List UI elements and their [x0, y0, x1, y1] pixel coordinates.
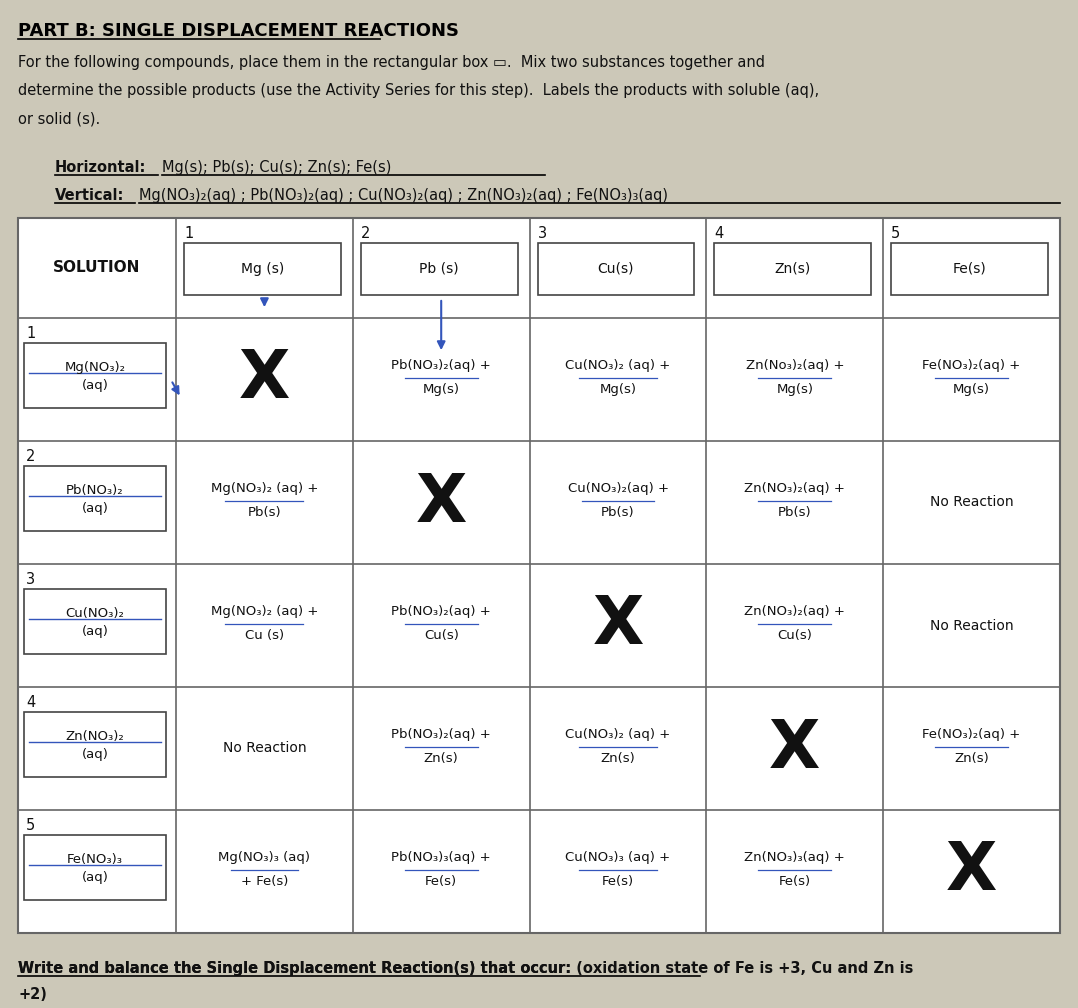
Text: Zn(NO₃)₃(aq) +: Zn(NO₃)₃(aq) +	[745, 851, 845, 864]
Text: Zn(NO₃)₂(aq) +: Zn(NO₃)₂(aq) +	[745, 482, 845, 495]
Text: Mg (s): Mg (s)	[240, 262, 284, 276]
Text: (aq): (aq)	[82, 871, 109, 884]
Text: Cu(s): Cu(s)	[777, 629, 812, 642]
Text: (aq): (aq)	[82, 748, 109, 761]
Bar	[538, 243, 694, 295]
Text: Mg(NO₃)₂: Mg(NO₃)₂	[65, 361, 125, 374]
Text: Fe(s): Fe(s)	[778, 875, 811, 888]
Text: Write and balance the Single Displacement Reaction(s) that occur:: Write and balance the Single Displacemen…	[18, 961, 571, 976]
Text: No Reaction: No Reaction	[222, 742, 306, 756]
Text: Mg(s): Mg(s)	[953, 383, 990, 396]
Text: X: X	[945, 839, 997, 904]
Text: Cu(NO₃)₂ (aq) +: Cu(NO₃)₂ (aq) +	[565, 359, 671, 372]
Text: Pb(NO₃)₂: Pb(NO₃)₂	[66, 484, 124, 497]
Text: Cu(NO₃)₂: Cu(NO₃)₂	[66, 607, 124, 620]
Text: 3: 3	[538, 226, 547, 241]
Text: Mg(NO₃)₃ (aq): Mg(NO₃)₃ (aq)	[219, 851, 310, 864]
Text: For the following compounds, place them in the rectangular box ▭.  Mix two subst: For the following compounds, place them …	[18, 55, 765, 70]
Bar	[24, 343, 166, 408]
Text: X: X	[769, 716, 820, 781]
Text: Pb (s): Pb (s)	[419, 262, 459, 276]
Text: Mg(NO₃)₂(aq) ; Pb(NO₃)₂(aq) ; Cu(NO₃)₂(aq) ; Zn(NO₃)₂(aq) ; Fe(NO₃)₃(aq): Mg(NO₃)₂(aq) ; Pb(NO₃)₂(aq) ; Cu(NO₃)₂(a…	[139, 188, 668, 203]
Text: 1: 1	[184, 226, 193, 241]
Text: Zn(No₃)₂(aq) +: Zn(No₃)₂(aq) +	[746, 359, 844, 372]
Text: 5: 5	[26, 818, 36, 833]
Text: Pb(NO₃)₂(aq) +: Pb(NO₃)₂(aq) +	[391, 359, 492, 372]
Text: Pb(s): Pb(s)	[248, 506, 281, 519]
Text: Zn(s): Zn(s)	[954, 752, 989, 765]
Text: 2: 2	[26, 449, 36, 464]
Text: Pb(s): Pb(s)	[778, 506, 812, 519]
Text: Fe(NO₃)₂(aq) +: Fe(NO₃)₂(aq) +	[923, 728, 1021, 741]
Text: Fe(s): Fe(s)	[953, 262, 986, 276]
Text: 5: 5	[892, 226, 900, 241]
Text: 1: 1	[26, 326, 36, 341]
Text: Pb(s): Pb(s)	[602, 506, 635, 519]
Text: Pb(NO₃)₂(aq) +: Pb(NO₃)₂(aq) +	[391, 605, 492, 618]
Text: (aq): (aq)	[82, 379, 109, 392]
Bar	[184, 243, 341, 295]
Text: Cu(NO₃)₂ (aq) +: Cu(NO₃)₂ (aq) +	[565, 728, 671, 741]
Text: Mg(NO₃)₂ (aq) +: Mg(NO₃)₂ (aq) +	[210, 482, 318, 495]
Bar	[361, 243, 517, 295]
Bar	[24, 835, 166, 900]
Text: or solid (s).: or solid (s).	[18, 111, 100, 126]
Text: PART B: SINGLE DISPLACEMENT REACTIONS: PART B: SINGLE DISPLACEMENT REACTIONS	[18, 22, 459, 40]
Bar	[24, 589, 166, 654]
Text: Mg(NO₃)₂ (aq) +: Mg(NO₃)₂ (aq) +	[210, 605, 318, 618]
Text: Cu(s): Cu(s)	[424, 629, 458, 642]
Text: Fe(s): Fe(s)	[602, 875, 634, 888]
Text: Zn(NO₃)₂(aq) +: Zn(NO₃)₂(aq) +	[745, 605, 845, 618]
Bar	[715, 243, 871, 295]
Text: Fe(NO₃)₂(aq) +: Fe(NO₃)₂(aq) +	[923, 359, 1021, 372]
Text: Pb(NO₃)₃(aq) +: Pb(NO₃)₃(aq) +	[391, 851, 490, 864]
Text: 4: 4	[715, 226, 723, 241]
Text: Cu(NO₃)₃ (aq) +: Cu(NO₃)₃ (aq) +	[566, 851, 671, 864]
Text: No Reaction: No Reaction	[930, 496, 1013, 509]
Text: X: X	[592, 593, 644, 658]
Bar	[24, 466, 166, 531]
Text: Mg(s): Mg(s)	[599, 383, 636, 396]
Text: Cu (s): Cu (s)	[245, 629, 284, 642]
Bar	[892, 243, 1048, 295]
Text: Mg(s): Mg(s)	[776, 383, 813, 396]
Text: Zn(s): Zn(s)	[424, 752, 458, 765]
Text: Cu(NO₃)₂(aq) +: Cu(NO₃)₂(aq) +	[567, 482, 668, 495]
Text: Zn(s): Zn(s)	[600, 752, 635, 765]
Text: (aq): (aq)	[82, 502, 109, 515]
Text: (aq): (aq)	[82, 625, 109, 638]
Text: Zn(NO₃)₂: Zn(NO₃)₂	[66, 730, 124, 743]
Bar	[24, 712, 166, 777]
Text: Write and balance the Single Displacement Reaction(s) that occur: (oxidation sta: Write and balance the Single Displacemen…	[18, 961, 913, 976]
Text: Cu(s): Cu(s)	[597, 262, 634, 276]
Text: X: X	[415, 470, 467, 535]
Text: Mg(s): Mg(s)	[423, 383, 459, 396]
Bar	[18, 218, 1060, 933]
Text: Mg(s); Pb(s); Cu(s); Zn(s); Fe(s): Mg(s); Pb(s); Cu(s); Zn(s); Fe(s)	[162, 160, 391, 175]
Text: Fe(s): Fe(s)	[425, 875, 457, 888]
Text: Fe(NO₃)₃: Fe(NO₃)₃	[67, 853, 123, 866]
Text: X: X	[238, 347, 290, 412]
Text: Zn(s): Zn(s)	[775, 262, 811, 276]
Text: SOLUTION: SOLUTION	[53, 260, 141, 275]
Text: + Fe(s): + Fe(s)	[240, 875, 288, 888]
Text: No Reaction: No Reaction	[930, 619, 1013, 632]
Text: determine the possible products (use the Activity Series for this step).  Labels: determine the possible products (use the…	[18, 83, 819, 98]
Text: Pb(NO₃)₂(aq) +: Pb(NO₃)₂(aq) +	[391, 728, 492, 741]
Text: 3: 3	[26, 572, 36, 587]
Text: +2): +2)	[18, 987, 46, 1002]
Text: Horizontal:: Horizontal:	[55, 160, 147, 175]
Text: 2: 2	[361, 226, 370, 241]
Text: 4: 4	[26, 695, 36, 710]
Text: Vertical:: Vertical:	[55, 188, 124, 203]
